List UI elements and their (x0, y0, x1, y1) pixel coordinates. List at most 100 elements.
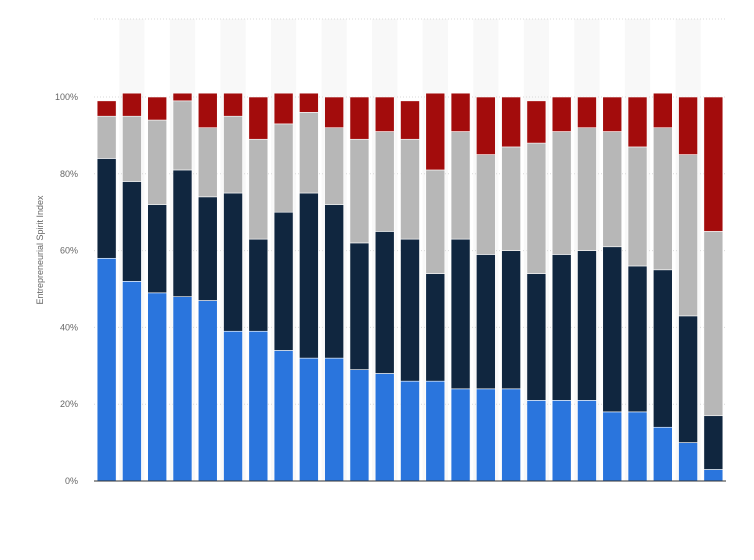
bar-segment (96, 158, 117, 259)
bar-segment (551, 400, 572, 482)
y-tick-label: 40% (60, 322, 78, 332)
bar-segment (223, 192, 243, 332)
bar-segment (501, 146, 521, 251)
bar-segment (400, 238, 420, 382)
bar-segment (703, 415, 724, 470)
bar-segment (476, 254, 496, 390)
bar-segment (678, 154, 698, 317)
bar-segment (223, 330, 243, 482)
bar-segment (627, 96, 648, 148)
bar-segment (400, 100, 420, 140)
bar-segment (425, 169, 446, 274)
bar-segment (551, 254, 572, 401)
bar-segment (627, 411, 648, 482)
bar-segment (299, 112, 319, 194)
y-tick-label: 20% (60, 399, 78, 409)
bar-segment (122, 115, 142, 182)
bar-segment (248, 96, 269, 140)
bar-segment (476, 154, 496, 255)
bar-segment (324, 96, 344, 129)
bar-segment (551, 131, 572, 255)
bar-segment (703, 469, 724, 482)
bar-segment (374, 96, 395, 132)
bar-segment (96, 257, 117, 482)
bar-segment (273, 92, 294, 125)
bar-segment (96, 115, 117, 159)
y-tick-label: 60% (60, 246, 78, 256)
bar-segment (703, 231, 724, 417)
bar-segment (526, 273, 547, 401)
bar-segment (324, 357, 344, 482)
bar-segment (223, 92, 243, 117)
bar-segment (602, 246, 623, 413)
y-axis-title: Entrepreneurial Spirit Index (35, 195, 45, 305)
bar-segment (450, 92, 471, 132)
bar-segment (501, 388, 521, 482)
bar-segment (197, 300, 218, 482)
bar-segment (602, 411, 623, 482)
bar-segment (526, 142, 547, 274)
bar-segment (602, 131, 623, 248)
bar-segment (172, 100, 193, 171)
bar-segment (374, 373, 395, 482)
y-axis-tick-labels: 0% 20% 40% 60% 80% 100% (55, 92, 78, 486)
bar-segment (652, 127, 673, 271)
y-tick-label: 80% (60, 169, 78, 179)
bar-segment (577, 127, 597, 251)
bar-segment (324, 127, 344, 205)
bar-segment (122, 181, 142, 282)
bar-segment (678, 96, 698, 155)
bar-segment (602, 96, 623, 132)
bar-segment (248, 238, 269, 332)
bar-segment (678, 442, 698, 482)
bar-segment (197, 127, 218, 198)
bar-segment (273, 350, 294, 482)
bar-segment (349, 242, 370, 370)
bar-segment (248, 330, 269, 482)
bar-segment (299, 92, 319, 113)
bar-segment (425, 273, 446, 382)
bar-segment (476, 388, 496, 482)
bar-segment (526, 400, 547, 482)
bar-segment (652, 92, 673, 129)
bar-segment (476, 96, 496, 155)
bar-segment (627, 146, 648, 267)
bar-segment (374, 231, 395, 374)
y-tick-label: 0% (65, 476, 78, 486)
bar-segment (450, 388, 471, 482)
bar-segment (526, 100, 547, 144)
bar-segment (652, 426, 673, 482)
bar-segment (627, 265, 648, 413)
bar-stacks (96, 92, 724, 482)
bar-segment (96, 100, 117, 117)
bar-segment (324, 204, 344, 359)
bar-segment (577, 400, 597, 482)
bar-segment (197, 196, 218, 301)
bar-segment (147, 96, 167, 121)
bar-segment (501, 96, 521, 148)
bar-segment (147, 204, 167, 294)
bar-segment (147, 292, 167, 482)
bar-segment (400, 138, 420, 240)
bar-segment (577, 96, 597, 129)
bar-segment (577, 250, 597, 401)
bar-segment (551, 96, 572, 132)
bar-segment (349, 96, 370, 140)
bar-segment (374, 131, 395, 232)
bar-segment (349, 138, 370, 244)
bar-segment (122, 281, 142, 482)
bar-segment (248, 138, 269, 240)
bar-segment (425, 92, 446, 171)
bar-segment (652, 269, 673, 428)
y-tick-label: 100% (55, 92, 78, 102)
bar-segment (273, 211, 294, 351)
bar-segment (400, 380, 420, 482)
bar-segment (299, 192, 319, 359)
bar-segment (172, 296, 193, 482)
bar-segment (197, 92, 218, 129)
bar-segment (122, 92, 142, 117)
bar-segment (172, 169, 193, 297)
bar-segment (501, 250, 521, 390)
bar-segment (450, 238, 471, 390)
